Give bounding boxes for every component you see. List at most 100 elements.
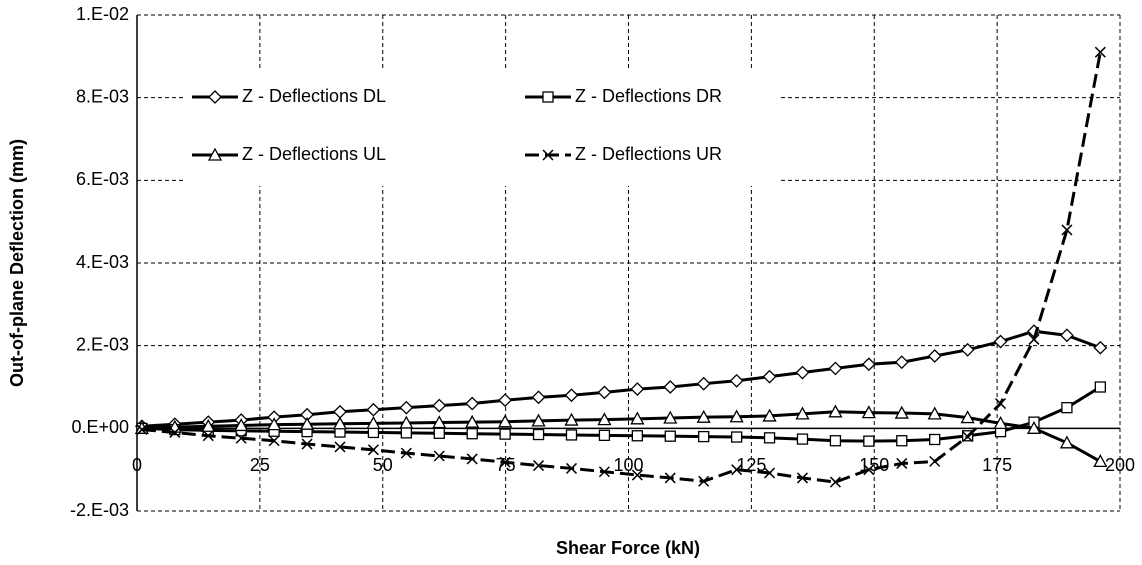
y-tick-label: 2.E-03 — [76, 334, 129, 354]
marker — [927, 349, 942, 363]
marker — [267, 417, 282, 431]
marker — [598, 466, 610, 478]
marker — [631, 469, 643, 481]
marker — [465, 414, 480, 428]
marker — [630, 411, 645, 425]
marker — [731, 464, 743, 476]
marker — [201, 418, 216, 432]
marker — [466, 428, 478, 440]
marker — [268, 435, 280, 447]
marker — [861, 405, 876, 419]
marker — [366, 416, 381, 430]
marker — [1094, 46, 1106, 58]
marker — [499, 428, 511, 440]
marker — [1059, 435, 1075, 449]
marker — [698, 475, 710, 487]
marker — [630, 382, 645, 396]
marker — [1028, 333, 1040, 345]
x-tick-label: 175 — [982, 455, 1012, 475]
marker — [532, 428, 545, 441]
marker — [764, 467, 776, 479]
x-tick-label: 75 — [496, 455, 516, 475]
marker — [929, 455, 941, 467]
marker — [896, 435, 908, 447]
marker — [796, 472, 809, 484]
marker — [762, 408, 777, 422]
marker — [234, 418, 249, 432]
marker — [207, 147, 223, 161]
marker — [564, 388, 579, 403]
marker — [796, 433, 809, 445]
marker — [531, 390, 546, 405]
y-tick-label: 0.E+00 — [71, 417, 129, 437]
marker — [1061, 224, 1073, 236]
marker — [829, 435, 842, 447]
x-tick-label: 25 — [250, 455, 270, 475]
marker — [499, 456, 511, 468]
y-tick-label: 6.E-03 — [76, 169, 129, 189]
marker — [399, 400, 414, 415]
marker — [828, 361, 843, 376]
legend-label: Z - Deflections DL — [242, 86, 386, 106]
marker — [763, 432, 776, 444]
marker — [729, 409, 744, 423]
y-axis-title: Out-of-plane Deflection (mm) — [7, 139, 27, 387]
marker — [598, 429, 611, 442]
marker — [597, 385, 612, 400]
marker — [169, 426, 181, 438]
legend-label: Z - Deflections DR — [575, 86, 722, 106]
marker — [433, 427, 445, 439]
marker — [696, 409, 711, 423]
legend-label: Z - Deflections UL — [242, 144, 386, 164]
marker — [400, 427, 412, 439]
marker — [333, 404, 347, 419]
y-tick-label: 1.E-02 — [76, 4, 129, 24]
marker — [863, 464, 875, 476]
marker — [863, 435, 875, 447]
marker — [533, 460, 545, 472]
x-tick-label: 100 — [613, 455, 643, 475]
marker — [927, 406, 942, 420]
marker — [542, 149, 554, 161]
marker — [861, 357, 876, 372]
marker — [696, 376, 711, 391]
marker — [762, 369, 777, 384]
marker — [465, 396, 480, 411]
marker — [136, 424, 148, 436]
marker — [301, 438, 313, 450]
marker — [960, 410, 975, 424]
marker — [299, 416, 315, 430]
marker — [962, 431, 974, 443]
marker — [894, 405, 909, 419]
series-line — [141, 385, 1102, 443]
marker — [1026, 420, 1042, 434]
legend-box — [183, 68, 780, 186]
marker — [235, 432, 247, 444]
marker — [432, 398, 447, 413]
marker — [208, 90, 222, 104]
marker — [829, 476, 841, 488]
marker — [498, 393, 513, 408]
marker — [1060, 328, 1074, 343]
marker — [1061, 402, 1073, 414]
marker — [960, 342, 975, 357]
marker — [795, 406, 810, 420]
marker — [729, 373, 744, 388]
x-tick-label: 50 — [373, 455, 393, 475]
marker — [367, 444, 379, 456]
marker — [432, 415, 447, 429]
marker — [400, 447, 412, 459]
y-tick-label: 8.E-03 — [76, 86, 129, 106]
marker — [1093, 340, 1108, 355]
marker — [597, 412, 612, 426]
marker — [433, 450, 445, 462]
legend-label: Z - Deflections UR — [575, 144, 722, 164]
marker — [1094, 381, 1106, 393]
marker — [531, 413, 546, 427]
marker — [993, 416, 1008, 430]
marker — [995, 398, 1007, 410]
marker — [366, 402, 381, 417]
marker — [202, 430, 214, 442]
marker — [565, 429, 578, 441]
